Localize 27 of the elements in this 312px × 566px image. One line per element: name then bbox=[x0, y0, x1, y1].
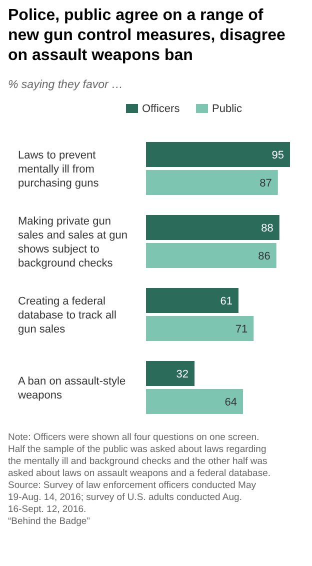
data-label: 32 bbox=[176, 368, 189, 380]
data-label: 86 bbox=[258, 250, 270, 262]
bar bbox=[146, 215, 280, 240]
data-label: 64 bbox=[224, 396, 238, 408]
bar bbox=[146, 316, 254, 341]
bar bbox=[146, 288, 238, 313]
chart-title: Police, public agree on a range of new gun control measures, disagree on assault weapons ban bbox=[8, 7, 286, 64]
text: “Behind the Badge” bbox=[8, 516, 90, 527]
chart-subtitle: % saying they favor … bbox=[8, 79, 124, 91]
data-label: 87 bbox=[260, 178, 272, 190]
y-tick-label: Laws to prevent mentally ill from purchasing guns bbox=[18, 150, 100, 190]
legend-label: Public bbox=[212, 103, 242, 115]
bar bbox=[146, 243, 276, 268]
source-note: Source: Survey of law enforcement officers conducted May 19-Aug. 14, 2016; survey of U.S. adults conducted Aug. 16-Sept. 12, 2016. bbox=[8, 480, 256, 515]
legend-label: Officers bbox=[142, 103, 180, 115]
text: Note: Officers were shown all four questions on one screen. Half the sample of the public was asked about laws regarding the mentally ill and background checks and the other half was asked about laws on assault weapons and a federal database. bbox=[8, 432, 270, 479]
data-label: 88 bbox=[261, 222, 274, 234]
data-label: 95 bbox=[272, 150, 284, 162]
y-tick-label: A ban on assault-style weapons bbox=[17, 376, 126, 402]
data-label: 61 bbox=[220, 296, 232, 308]
bar bbox=[146, 170, 278, 195]
y-tick-label: Creating a federal database to track all gun sales bbox=[18, 296, 116, 336]
bar bbox=[146, 142, 290, 167]
bar bbox=[146, 361, 195, 386]
data-label: 71 bbox=[235, 324, 248, 336]
bar bbox=[146, 389, 244, 414]
y-tick-label: Making private gun sales and sales at gun shows subject to background checks bbox=[18, 216, 128, 270]
